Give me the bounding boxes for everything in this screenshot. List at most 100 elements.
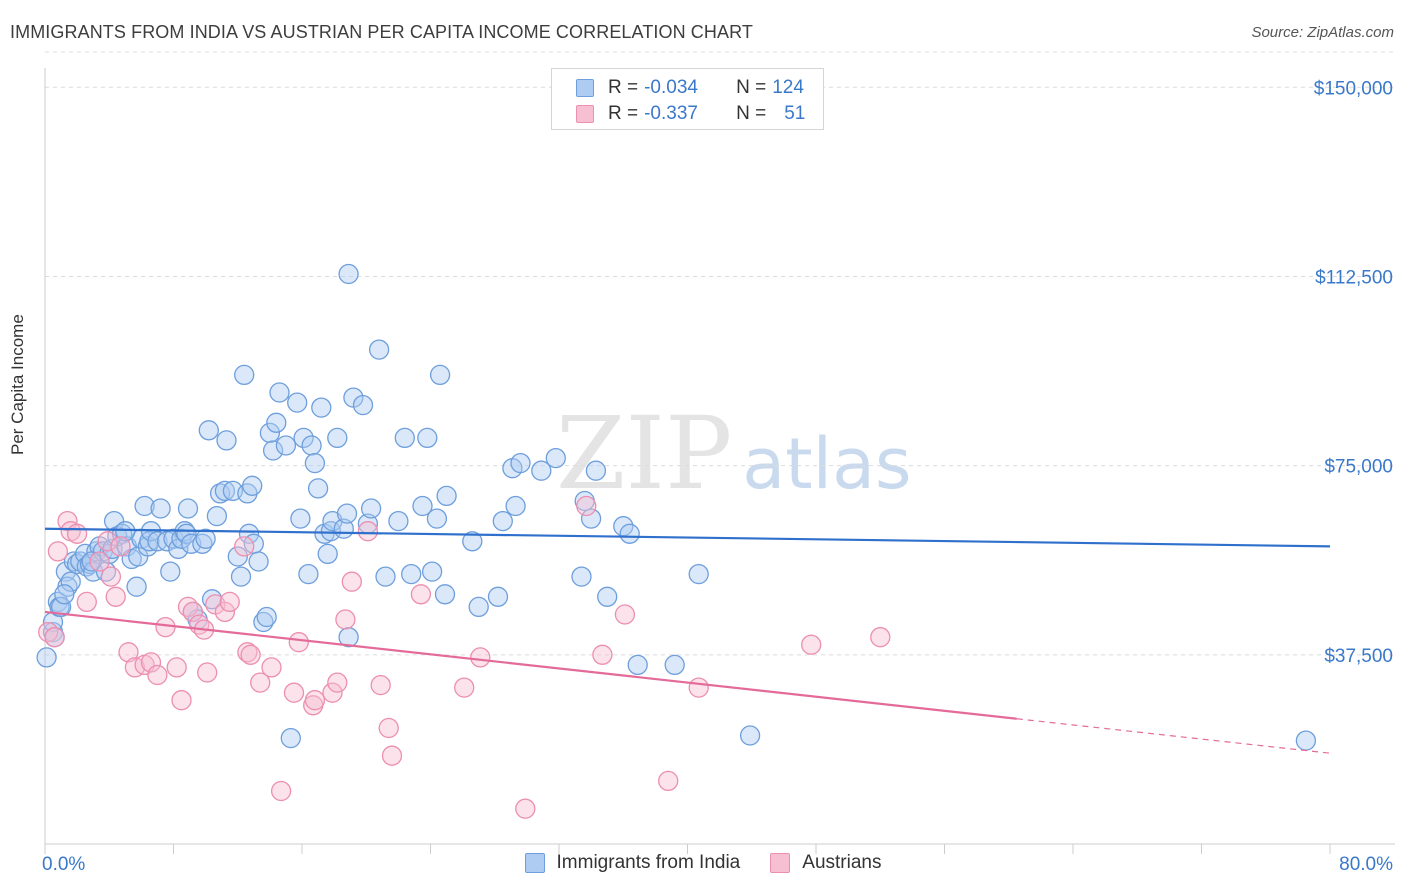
india-point [505, 495, 526, 517]
legend-label-austrians: Austrians [802, 852, 882, 873]
india-point [63, 551, 85, 572]
r-value: -0.337 [644, 103, 698, 124]
austrians-point [870, 627, 891, 648]
india-point [664, 654, 685, 676]
chart-title: IMMIGRANTS FROM INDIA VS AUSTRIAN PER CA… [10, 22, 753, 42]
austrians-point [76, 591, 97, 613]
n-label: N = [736, 103, 767, 124]
india-point [311, 397, 332, 418]
india-point [176, 523, 197, 544]
austrians-point [105, 586, 126, 607]
austrians-point [250, 672, 271, 693]
austrians-point [100, 566, 122, 587]
austrians-point [47, 541, 69, 562]
india-point [198, 420, 219, 441]
india-point [368, 339, 390, 360]
y-tick-label: $112,500 [1315, 267, 1393, 288]
watermark-atlas: atlas [742, 423, 912, 505]
austrians-point [118, 642, 139, 663]
r-label: R = [608, 77, 639, 98]
austrians-point [801, 634, 822, 655]
x-tick-label: 80.0% [1339, 854, 1393, 875]
austrians-point [197, 662, 218, 683]
austrians-point [454, 677, 475, 698]
india-point [234, 364, 255, 386]
india-trend-line [44, 527, 1331, 548]
austrians-point [237, 642, 258, 663]
austrians-point [592, 644, 613, 665]
chart-source: Source: ZipAtlas.com [1251, 24, 1394, 41]
india-point [293, 427, 314, 449]
austrians-point [304, 690, 326, 711]
india-point [394, 427, 415, 449]
watermark-zip: ZIP [556, 395, 733, 512]
zipatlas-watermark: ZIP atlas [556, 395, 911, 512]
india-point [259, 422, 281, 444]
india-point [280, 727, 301, 749]
austrians-point [515, 798, 536, 819]
india-point [434, 584, 456, 605]
india-point [388, 510, 409, 532]
india-point [262, 440, 284, 461]
india-point [81, 551, 102, 572]
india-point [248, 551, 269, 572]
india-point [230, 566, 252, 587]
india-point [115, 521, 136, 542]
india-point [36, 647, 57, 668]
austrians-point [89, 551, 110, 572]
india-legend-swatch [524, 853, 545, 873]
austrians-point [270, 780, 292, 802]
india-point [336, 503, 358, 524]
austrians-point [234, 536, 255, 557]
india-point [492, 510, 513, 532]
austrians-swatch [576, 105, 594, 123]
y-tick-label: $75,000 [1324, 457, 1393, 478]
india-point [317, 543, 338, 565]
axes [44, 68, 1395, 854]
india-point [417, 427, 438, 449]
india-point [436, 485, 457, 507]
austrians-point [155, 616, 176, 638]
austrians-point [370, 674, 391, 696]
india-point [177, 498, 199, 519]
austrians-point [410, 584, 432, 605]
india-point [298, 563, 319, 585]
austrians-point [166, 657, 187, 678]
austrians-trend-line-extension [1016, 718, 1331, 754]
india-point [256, 606, 277, 628]
india-point [266, 412, 287, 433]
india-point [290, 508, 311, 529]
india-point [269, 382, 290, 403]
series-india-points [36, 263, 1317, 751]
austrians-point [288, 632, 309, 653]
india-point [275, 435, 297, 456]
austrians-point [658, 770, 679, 792]
austrians-point [614, 604, 636, 625]
stats-legend-row-india: R = -0.034 N = 124 [576, 76, 804, 100]
stats-legend: R = -0.034 N = 124 R = -0.337 N = 51 [551, 68, 824, 130]
india-point [585, 460, 607, 481]
n-label: N = [736, 77, 767, 98]
austrians-point [261, 657, 282, 678]
austrians-trend-line [44, 610, 1017, 720]
india-point [307, 478, 329, 499]
india-point [487, 586, 509, 607]
austrians-point [171, 690, 192, 711]
r-label: R = [608, 103, 639, 124]
legend-item-austrians: Austrians [770, 852, 881, 874]
stats-legend-row-austrians: R = -0.337 N = 51 [576, 102, 805, 126]
india-point [54, 584, 75, 605]
india-point [55, 561, 77, 582]
india-point [462, 531, 483, 552]
india-point [338, 627, 359, 648]
india-point [571, 566, 592, 587]
austrians-point [97, 531, 118, 552]
y-tick-label: $150,000 [1314, 78, 1393, 99]
india-point [421, 561, 443, 582]
austrians-point [182, 601, 203, 623]
india-point [360, 498, 382, 519]
austrians-point [44, 627, 65, 648]
india-point [352, 394, 374, 416]
india-point [580, 508, 602, 529]
